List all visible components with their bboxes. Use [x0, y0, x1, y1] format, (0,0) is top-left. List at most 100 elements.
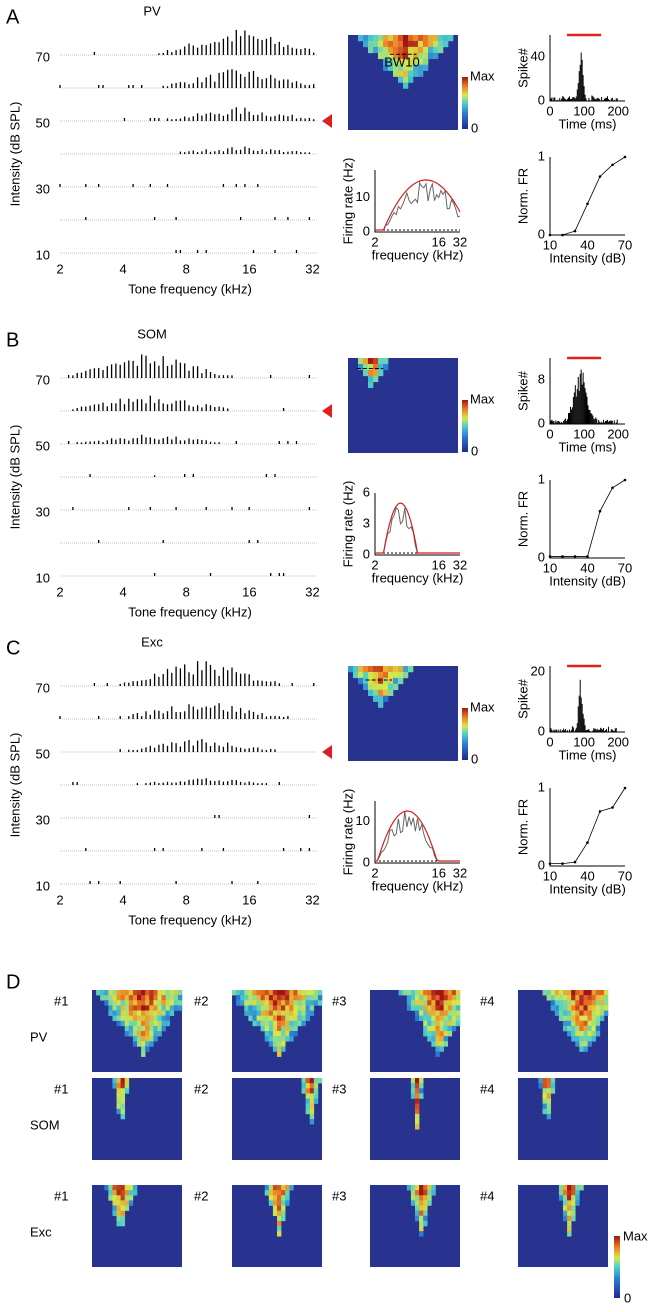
heat-cell	[124, 1005, 130, 1011]
heat-cell	[567, 1020, 572, 1027]
heat-cell	[406, 1005, 412, 1011]
heat-cell	[137, 990, 142, 996]
heat-cell	[149, 1020, 154, 1027]
norm-fr-point	[561, 555, 564, 558]
heat-cell	[137, 1010, 142, 1016]
heat-cell	[157, 1025, 162, 1032]
heat-cell	[427, 1195, 432, 1201]
heat-cell	[418, 46, 424, 54]
x-tick-label: 16	[242, 261, 256, 276]
heat-cell	[277, 1231, 282, 1237]
heat-cell	[431, 1015, 436, 1022]
heat-cell	[264, 1185, 270, 1191]
heat-cell	[165, 1015, 171, 1022]
heat-cell	[120, 1015, 126, 1022]
heat-cell	[388, 64, 394, 71]
heat-cell	[256, 1015, 261, 1022]
heat-cell	[583, 1046, 588, 1052]
heat-cell	[591, 995, 597, 1001]
y-tick-label: 0	[363, 223, 370, 238]
heat-cell	[378, 358, 384, 365]
heat-cell	[285, 1020, 290, 1027]
heat-cell	[550, 995, 556, 1001]
heat-cell	[120, 1000, 126, 1006]
heat-cell	[244, 1005, 249, 1011]
heat-cell	[575, 1005, 580, 1011]
heat-cell	[285, 1185, 290, 1191]
x-axis-title: frequency (kHz)	[372, 247, 464, 262]
axis	[549, 157, 625, 236]
heat-cell	[116, 1010, 121, 1016]
x-tick-label: 4	[120, 584, 127, 599]
heat-cell	[297, 1015, 302, 1022]
heat-cell	[149, 1005, 154, 1011]
heat-cell	[383, 363, 389, 371]
heat-cell	[132, 1190, 138, 1196]
heat-cell	[419, 1083, 424, 1089]
heat-cell	[373, 375, 379, 383]
tuning-raw	[375, 811, 460, 862]
heat-cell	[161, 990, 166, 996]
heat-cell	[277, 1226, 282, 1232]
heat-cell	[268, 1010, 274, 1016]
heat-cell	[137, 1000, 142, 1006]
heat-cell	[264, 1020, 270, 1027]
heat-cell	[427, 1036, 432, 1042]
heat-cell	[383, 689, 389, 696]
heat-cell	[305, 995, 311, 1001]
heat-cell	[363, 683, 369, 691]
heat-cell	[289, 1020, 294, 1027]
y-tick-label: 20	[531, 663, 545, 678]
heat-cell	[587, 1020, 592, 1027]
heat-cell	[264, 1010, 270, 1016]
heat-cell	[277, 1005, 282, 1011]
heat-cell	[583, 1041, 588, 1047]
heat-cell	[378, 52, 384, 60]
column-label: #2	[194, 1081, 208, 1096]
heat-cell	[428, 35, 434, 42]
heat-cell	[277, 1210, 282, 1217]
heat-cell	[309, 1088, 315, 1094]
heat-cell	[149, 1015, 154, 1022]
heat-cell	[455, 995, 461, 1001]
norm-fr-point	[586, 555, 589, 558]
heat-cell	[293, 1010, 298, 1016]
heat-cell	[277, 1000, 282, 1006]
heat-cell	[116, 1083, 121, 1089]
heat-cell	[571, 1015, 576, 1022]
heat-cell	[272, 1015, 278, 1022]
heat-cell	[301, 1000, 306, 1006]
heat-cell	[301, 1015, 306, 1022]
heat-cell	[309, 1005, 315, 1011]
heat-cell	[285, 1190, 290, 1196]
heat-cell	[546, 1093, 552, 1099]
marker-triangle	[322, 114, 332, 128]
heat-cell	[398, 76, 404, 83]
heat-cell	[301, 1088, 306, 1094]
heat-cell	[281, 1215, 286, 1222]
heat-cell	[587, 1000, 592, 1006]
x-tick-label: 4	[120, 892, 127, 907]
heat-cell	[447, 1010, 453, 1016]
heat-cell	[124, 1025, 130, 1032]
heat-cell	[128, 995, 134, 1001]
heat-cell	[383, 35, 389, 42]
heat-cell	[289, 995, 294, 1001]
heat-cell	[591, 1005, 597, 1011]
heat-cell	[575, 1015, 580, 1022]
heat-cell	[423, 1220, 428, 1227]
heat-cell	[120, 1185, 126, 1191]
column-label: #4	[480, 1188, 494, 1203]
axis	[374, 493, 460, 556]
heat-cell	[116, 1103, 121, 1110]
x-tick-label: 200	[607, 103, 629, 118]
heat-cell	[373, 695, 379, 702]
heat-cell	[120, 1020, 126, 1027]
heat-cell	[587, 1041, 592, 1047]
y-tick-label: 6	[363, 484, 370, 499]
heat-cell	[116, 1215, 121, 1222]
heat-cell	[120, 1200, 126, 1206]
heat-cell	[587, 1025, 592, 1032]
heat-cell	[281, 1005, 286, 1011]
heat-cell	[427, 1015, 432, 1022]
